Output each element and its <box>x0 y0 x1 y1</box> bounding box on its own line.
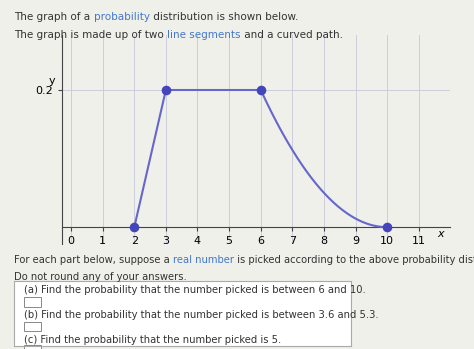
Text: (c) Find the probability that the number picked is 5.: (c) Find the probability that the number… <box>24 335 282 344</box>
Point <box>257 87 264 92</box>
FancyBboxPatch shape <box>24 322 41 331</box>
Text: and a curved path.: and a curved path. <box>241 30 343 40</box>
Text: (b) Find the probability that the number picked is between 3.6 and 5.3.: (b) Find the probability that the number… <box>24 310 379 320</box>
Text: distribution is shown below.: distribution is shown below. <box>150 12 298 22</box>
Text: y: y <box>49 76 55 87</box>
Point <box>383 224 391 230</box>
Text: The graph is made up of two: The graph is made up of two <box>14 30 167 40</box>
Text: probability: probability <box>93 12 150 22</box>
FancyBboxPatch shape <box>24 345 41 349</box>
Text: is picked according to the above probability distribution.: is picked according to the above probabi… <box>234 255 474 265</box>
Text: line segments: line segments <box>167 30 241 40</box>
FancyBboxPatch shape <box>24 297 41 307</box>
Point <box>162 87 170 92</box>
Text: The graph of a: The graph of a <box>14 12 93 22</box>
Text: For each part below, suppose a: For each part below, suppose a <box>14 255 173 265</box>
Text: Do not round any of your answers.: Do not round any of your answers. <box>14 272 187 282</box>
Point <box>130 224 138 230</box>
Text: (a) Find the probability that the number picked is between 6 and 10.: (a) Find the probability that the number… <box>24 285 366 296</box>
Text: real number: real number <box>173 255 234 265</box>
Text: x: x <box>438 229 444 239</box>
